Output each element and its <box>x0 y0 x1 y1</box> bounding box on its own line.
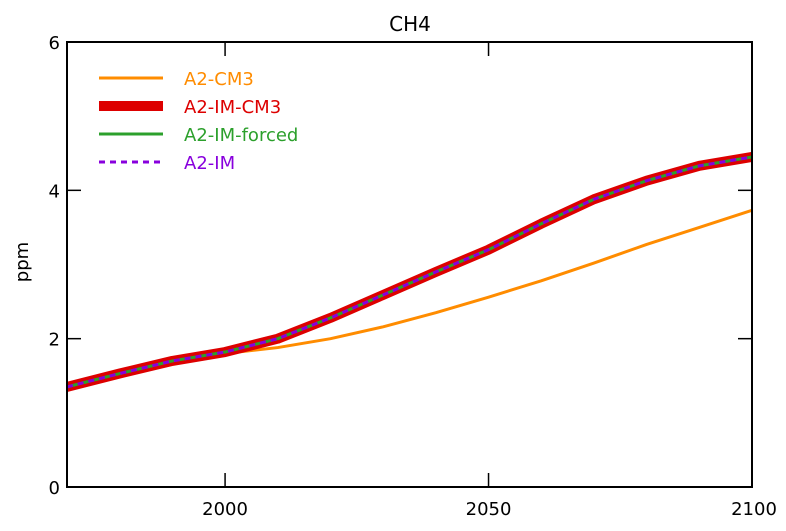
plot-area <box>66 41 753 488</box>
x-tick-label: 2050 <box>466 499 512 520</box>
series-line-a2-im-cm3 <box>67 151 752 392</box>
axis-ticks: 2000 2050 2100 0 2 4 6 <box>49 33 777 520</box>
legend-label: A2-IM <box>184 153 235 174</box>
legend: A2-CM3 A2-IM-CM3 A2-IM-forced A2-IM <box>99 69 298 174</box>
x-tick-label: 2000 <box>202 499 248 520</box>
y-axis-label: ppm <box>12 242 33 282</box>
legend-label: A2-CM3 <box>184 69 254 90</box>
chart-title: CH4 <box>389 12 431 36</box>
series-lines <box>67 151 752 392</box>
y-tick-label: 4 <box>49 181 60 202</box>
legend-label: A2-IM-forced <box>184 125 298 146</box>
y-tick-label: 0 <box>49 478 60 499</box>
plot-frame <box>66 41 753 488</box>
x-tick-label: 2100 <box>731 499 777 520</box>
y-tick-label: 6 <box>49 33 60 54</box>
series-line-a2-im-forced <box>67 155 752 389</box>
legend-label: A2-IM-CM3 <box>184 97 281 118</box>
series-line-a2-im <box>67 155 752 389</box>
y-tick-label: 2 <box>49 330 60 351</box>
